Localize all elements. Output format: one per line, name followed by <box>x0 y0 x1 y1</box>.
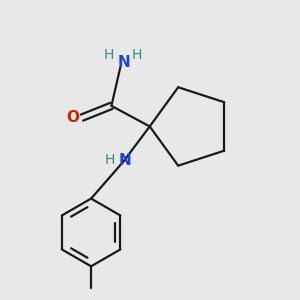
Text: H: H <box>105 153 115 167</box>
Text: N: N <box>117 55 130 70</box>
Text: O: O <box>67 110 80 125</box>
Text: N: N <box>118 153 131 168</box>
Text: H: H <box>103 48 114 62</box>
Text: H: H <box>132 48 142 62</box>
